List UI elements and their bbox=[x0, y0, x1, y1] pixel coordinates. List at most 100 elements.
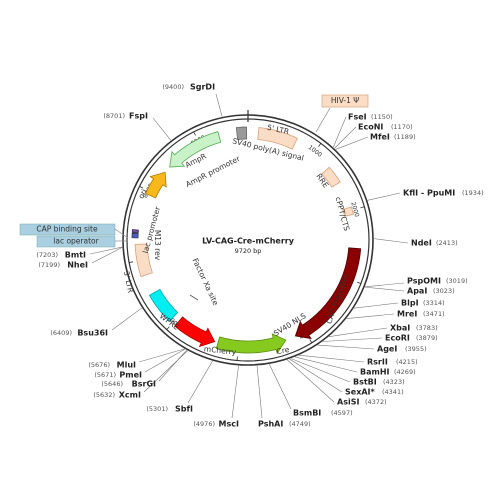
site-line bbox=[317, 344, 375, 350]
enzyme-position: (5646) bbox=[101, 380, 123, 388]
enzyme-name: BamHI bbox=[360, 368, 390, 377]
enzyme-name: SexAI* bbox=[345, 388, 376, 397]
feature-label: M13 rev bbox=[153, 230, 162, 261]
enzyme-position: (4749) bbox=[289, 420, 311, 428]
enzyme-position: (3314) bbox=[423, 299, 445, 307]
enzyme-position: (5676) bbox=[88, 361, 110, 369]
tick-mark bbox=[193, 131, 196, 136]
feature-label: lac operator bbox=[53, 237, 99, 246]
enzyme-position: (8701) bbox=[103, 112, 125, 120]
enzyme-position: (2413) bbox=[436, 239, 458, 247]
enzyme-position: (4323) bbox=[383, 378, 405, 386]
site-line bbox=[334, 126, 357, 149]
site-line bbox=[332, 116, 347, 148]
enzyme-name: AgeI bbox=[377, 345, 397, 354]
enzyme-position: (5671) bbox=[94, 371, 116, 379]
leader-line bbox=[114, 228, 129, 239]
feature-label: Cre bbox=[276, 345, 291, 356]
enzyme-name: EcoRI bbox=[385, 334, 410, 343]
enzyme-name: AsiSI bbox=[337, 398, 359, 407]
enzyme-name: PshAI bbox=[258, 420, 283, 429]
cppt-box bbox=[342, 206, 354, 217]
plasmid-size: 9720 bp bbox=[235, 247, 262, 255]
5-ltr bbox=[257, 127, 298, 150]
site-line bbox=[298, 354, 365, 363]
tick-mark bbox=[318, 143, 322, 147]
site-line bbox=[144, 348, 186, 373]
enzyme-position: (3955) bbox=[405, 345, 427, 353]
enzyme-position: (3471) bbox=[423, 310, 445, 318]
enzyme-position: (3023) bbox=[433, 287, 455, 295]
site-line bbox=[294, 356, 358, 373]
site-line bbox=[138, 348, 185, 363]
enzyme-name: FseI bbox=[348, 113, 367, 122]
tick-label: 2000 bbox=[349, 201, 360, 218]
tick-label: 1000 bbox=[307, 144, 324, 159]
enzyme-position: (4269) bbox=[394, 368, 416, 376]
label-box bbox=[19, 223, 116, 236]
site-line bbox=[289, 358, 343, 393]
site-line bbox=[364, 286, 405, 292]
mcherry-arrow bbox=[174, 316, 216, 348]
enzyme-name: BsmBI bbox=[293, 409, 321, 418]
enzyme-name: MluI bbox=[117, 361, 136, 370]
enzyme-name: BsrGI bbox=[132, 380, 156, 389]
site-line bbox=[335, 136, 369, 150]
enzyme-position: (4597) bbox=[331, 409, 353, 417]
site-line bbox=[89, 246, 123, 255]
cre-arrow bbox=[215, 333, 287, 355]
enzyme-name: MscI bbox=[219, 420, 239, 429]
enzyme-position: (5301) bbox=[146, 405, 168, 413]
site-line bbox=[152, 117, 172, 141]
feature-label: Factor Xa site bbox=[191, 257, 221, 307]
wpre-box bbox=[148, 288, 179, 322]
site-line bbox=[158, 349, 187, 382]
enzyme-name: PmeI bbox=[119, 371, 142, 380]
site-line bbox=[367, 192, 401, 201]
3-ltr bbox=[134, 243, 153, 278]
rre-box bbox=[321, 166, 341, 188]
site-line bbox=[322, 337, 383, 342]
site-line bbox=[215, 93, 223, 117]
enzyme-name: BmtI bbox=[65, 251, 86, 260]
enzyme-position: (3879) bbox=[416, 334, 438, 342]
site-line bbox=[231, 365, 239, 419]
enzyme-name: NdeI bbox=[411, 239, 432, 248]
enzyme-name: NheI bbox=[67, 261, 88, 270]
feature-label: 3' LTR bbox=[122, 270, 135, 294]
enzyme-position: (3783) bbox=[416, 324, 438, 332]
enzyme-position: (4976) bbox=[193, 420, 215, 428]
site-line bbox=[290, 358, 351, 383]
enzyme-name: XbaI bbox=[390, 324, 410, 333]
ori-arrow bbox=[145, 171, 167, 199]
leader-line bbox=[189, 294, 199, 301]
tick-mark bbox=[360, 206, 365, 209]
enzyme-name: XcmI bbox=[119, 391, 141, 400]
lac-feature bbox=[131, 232, 139, 239]
enzyme-position: (1150) bbox=[371, 113, 393, 121]
enzyme-name: Bsu36I bbox=[77, 329, 108, 338]
tick-mark bbox=[129, 261, 134, 263]
enzyme-position: (4341) bbox=[382, 388, 404, 396]
enzyme-name: SbfI bbox=[175, 405, 193, 414]
enzyme-name: MreI bbox=[397, 310, 417, 319]
enzyme-position: (4215) bbox=[396, 358, 418, 366]
enzyme-position: (6409) bbox=[50, 329, 72, 337]
site-line bbox=[286, 359, 335, 403]
enzyme-name: SgrDI bbox=[190, 83, 215, 92]
site-line bbox=[256, 365, 263, 419]
enzyme-position: (1170) bbox=[391, 123, 413, 131]
feature-label: CAP binding site bbox=[36, 225, 98, 234]
label-box bbox=[36, 235, 116, 248]
site-line bbox=[364, 282, 405, 288]
cag-arrow bbox=[294, 247, 362, 340]
enzyme-position: (1189) bbox=[394, 133, 416, 141]
label-box bbox=[321, 94, 369, 108]
enzyme-name: MfeI bbox=[370, 133, 390, 142]
plasmid-title: LV-CAG-Cre-mCherry bbox=[202, 237, 295, 246]
site-line bbox=[346, 313, 395, 319]
ampr-arrow bbox=[169, 131, 222, 168]
site-line bbox=[269, 364, 292, 410]
